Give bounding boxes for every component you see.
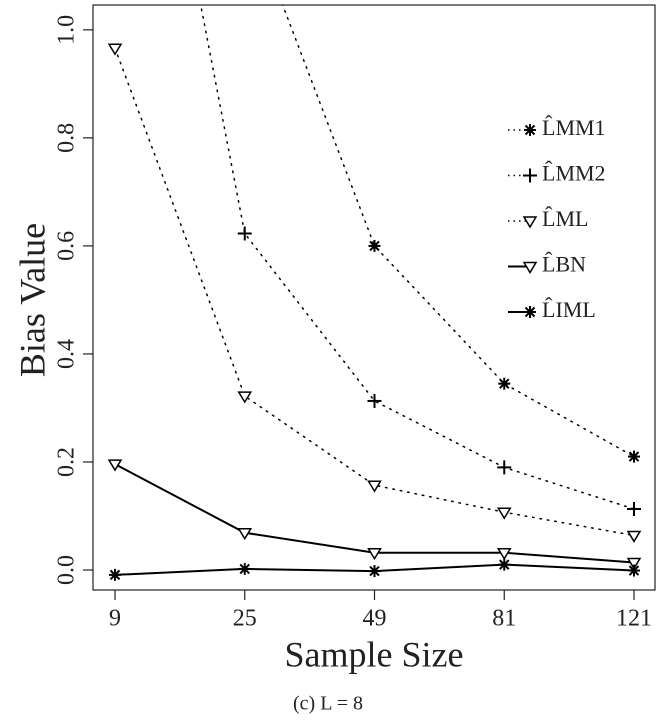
marker-shape [107,43,123,56]
x-tick-label: 25 [233,606,257,632]
legend-label: L̂BN [542,252,586,277]
marker-stroke [628,451,640,462]
marker [496,507,512,520]
marker-stroke [109,569,121,581]
marker [237,226,252,241]
y-tick-label: 0.2 [54,447,80,477]
marker-shape [107,459,123,472]
legend-label: L̂IML [542,297,596,322]
marker [367,393,382,408]
marker [238,562,251,575]
marker-shape [522,261,538,274]
marker-shape [237,527,253,541]
marker-shape [626,530,642,543]
marker [628,564,640,577]
series-line [281,5,635,458]
marker [498,558,511,571]
x-tick-label: 81 [492,606,516,632]
marker-stroke [369,565,380,577]
marker [524,124,536,136]
y-tick-label: 1.0 [54,15,80,45]
marker [367,480,382,493]
series-line [114,463,635,564]
marker [524,306,536,318]
y-axis-label: Bias Value [12,223,52,377]
marker [107,459,123,472]
marker [496,547,512,561]
marker [237,527,253,541]
y-tick-label: 0.6 [54,231,80,261]
marker [498,377,511,390]
marker [367,547,382,561]
marker [368,565,381,578]
marker [628,450,640,463]
marker [523,168,537,183]
marker [497,460,512,475]
legend-label: L̂MM1 [542,115,606,140]
marker [627,501,641,516]
series-line [199,5,635,510]
x-tick-label: 121 [616,606,652,632]
marker [107,43,123,56]
marker-stroke [239,563,250,575]
marker [368,239,381,252]
legend-label: L̂MM2 [542,161,606,186]
y-tick-label: 0.0 [54,555,80,585]
marker [522,216,538,229]
x-tick-label: 9 [109,606,121,632]
marker-shape [496,507,512,520]
marker [626,557,642,570]
marker-shape [367,480,382,493]
y-tick-label: 0.8 [54,123,80,153]
plot-area [107,5,642,581]
caption: (c) L = 8 [293,693,363,715]
marker-shape [496,547,512,561]
marker-shape [626,557,642,570]
marker-stroke [499,559,510,570]
x-axis-label: Sample Size [285,634,464,674]
marker-stroke [499,378,510,389]
marker [109,568,121,581]
marker-shape [367,547,382,561]
marker [522,261,538,274]
y-tick-label: 0.4 [54,339,80,369]
marker-shape [237,391,253,404]
marker-stroke [628,565,640,576]
marker-shape [522,216,538,229]
marker [237,391,253,404]
marker [626,530,642,543]
marker-stroke [524,124,536,136]
x-tick-label: 49 [363,606,387,632]
legend-label: L̂ML [542,206,588,231]
marker-stroke [369,240,380,252]
marker-stroke [524,306,536,318]
series-line [114,47,635,537]
